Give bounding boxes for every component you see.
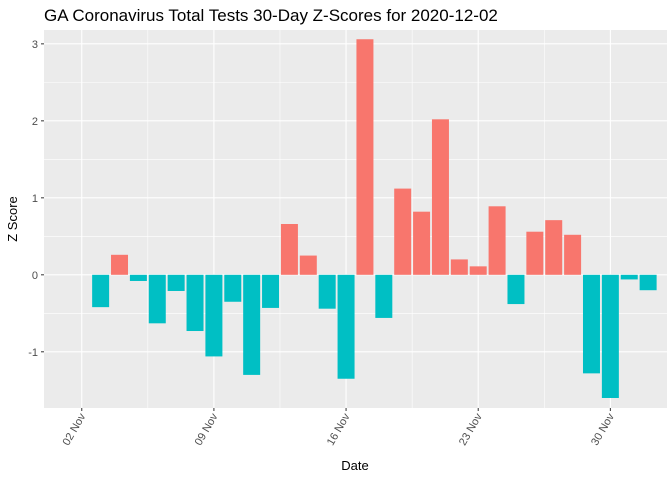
chart-title: GA Coronavirus Total Tests 30-Day Z-Scor… xyxy=(44,6,498,25)
bar xyxy=(129,274,147,281)
bar xyxy=(186,274,204,332)
bar xyxy=(545,220,563,275)
bar xyxy=(318,274,336,309)
bar xyxy=(280,224,298,275)
x-axis: 02 Nov 09 Nov 16 Nov 23 Nov 30 Nov xyxy=(61,408,617,448)
bar xyxy=(507,274,525,305)
bar xyxy=(375,274,393,318)
bar xyxy=(582,274,600,374)
x-tick-label: 23 Nov xyxy=(457,411,485,448)
bar xyxy=(526,231,544,275)
bar xyxy=(620,274,638,280)
bar xyxy=(243,274,261,375)
bar xyxy=(148,274,166,324)
y-tick-label: 3 xyxy=(32,39,38,51)
bar xyxy=(601,274,619,398)
bar xyxy=(450,259,468,275)
bar xyxy=(639,274,657,291)
bar xyxy=(394,188,412,275)
bar xyxy=(205,274,223,357)
bar xyxy=(111,254,129,275)
bar xyxy=(224,274,242,302)
y-axis: -1 0 1 2 3 xyxy=(28,39,44,359)
y-tick-label: -1 xyxy=(28,347,38,359)
bar xyxy=(488,206,506,275)
bar xyxy=(92,274,110,308)
y-axis-title: Z Score xyxy=(5,196,20,242)
bar xyxy=(167,274,185,291)
bar xyxy=(431,119,449,275)
y-tick-label: 1 xyxy=(32,193,38,205)
x-tick-label: 30 Nov xyxy=(589,411,617,448)
y-tick-label: 0 xyxy=(32,270,38,282)
x-axis-title: Date xyxy=(341,458,368,473)
y-tick-label: 2 xyxy=(32,116,38,128)
bar xyxy=(299,255,317,275)
bar xyxy=(356,39,374,275)
x-tick-label: 16 Nov xyxy=(325,411,353,448)
x-tick-label: 02 Nov xyxy=(61,411,89,448)
bars xyxy=(92,39,657,398)
bar xyxy=(262,274,280,308)
bar xyxy=(469,266,487,275)
bar xyxy=(564,234,582,275)
bar xyxy=(337,274,355,379)
x-tick-label: 09 Nov xyxy=(193,411,221,448)
bar xyxy=(413,211,431,275)
grid-lines xyxy=(44,30,667,408)
